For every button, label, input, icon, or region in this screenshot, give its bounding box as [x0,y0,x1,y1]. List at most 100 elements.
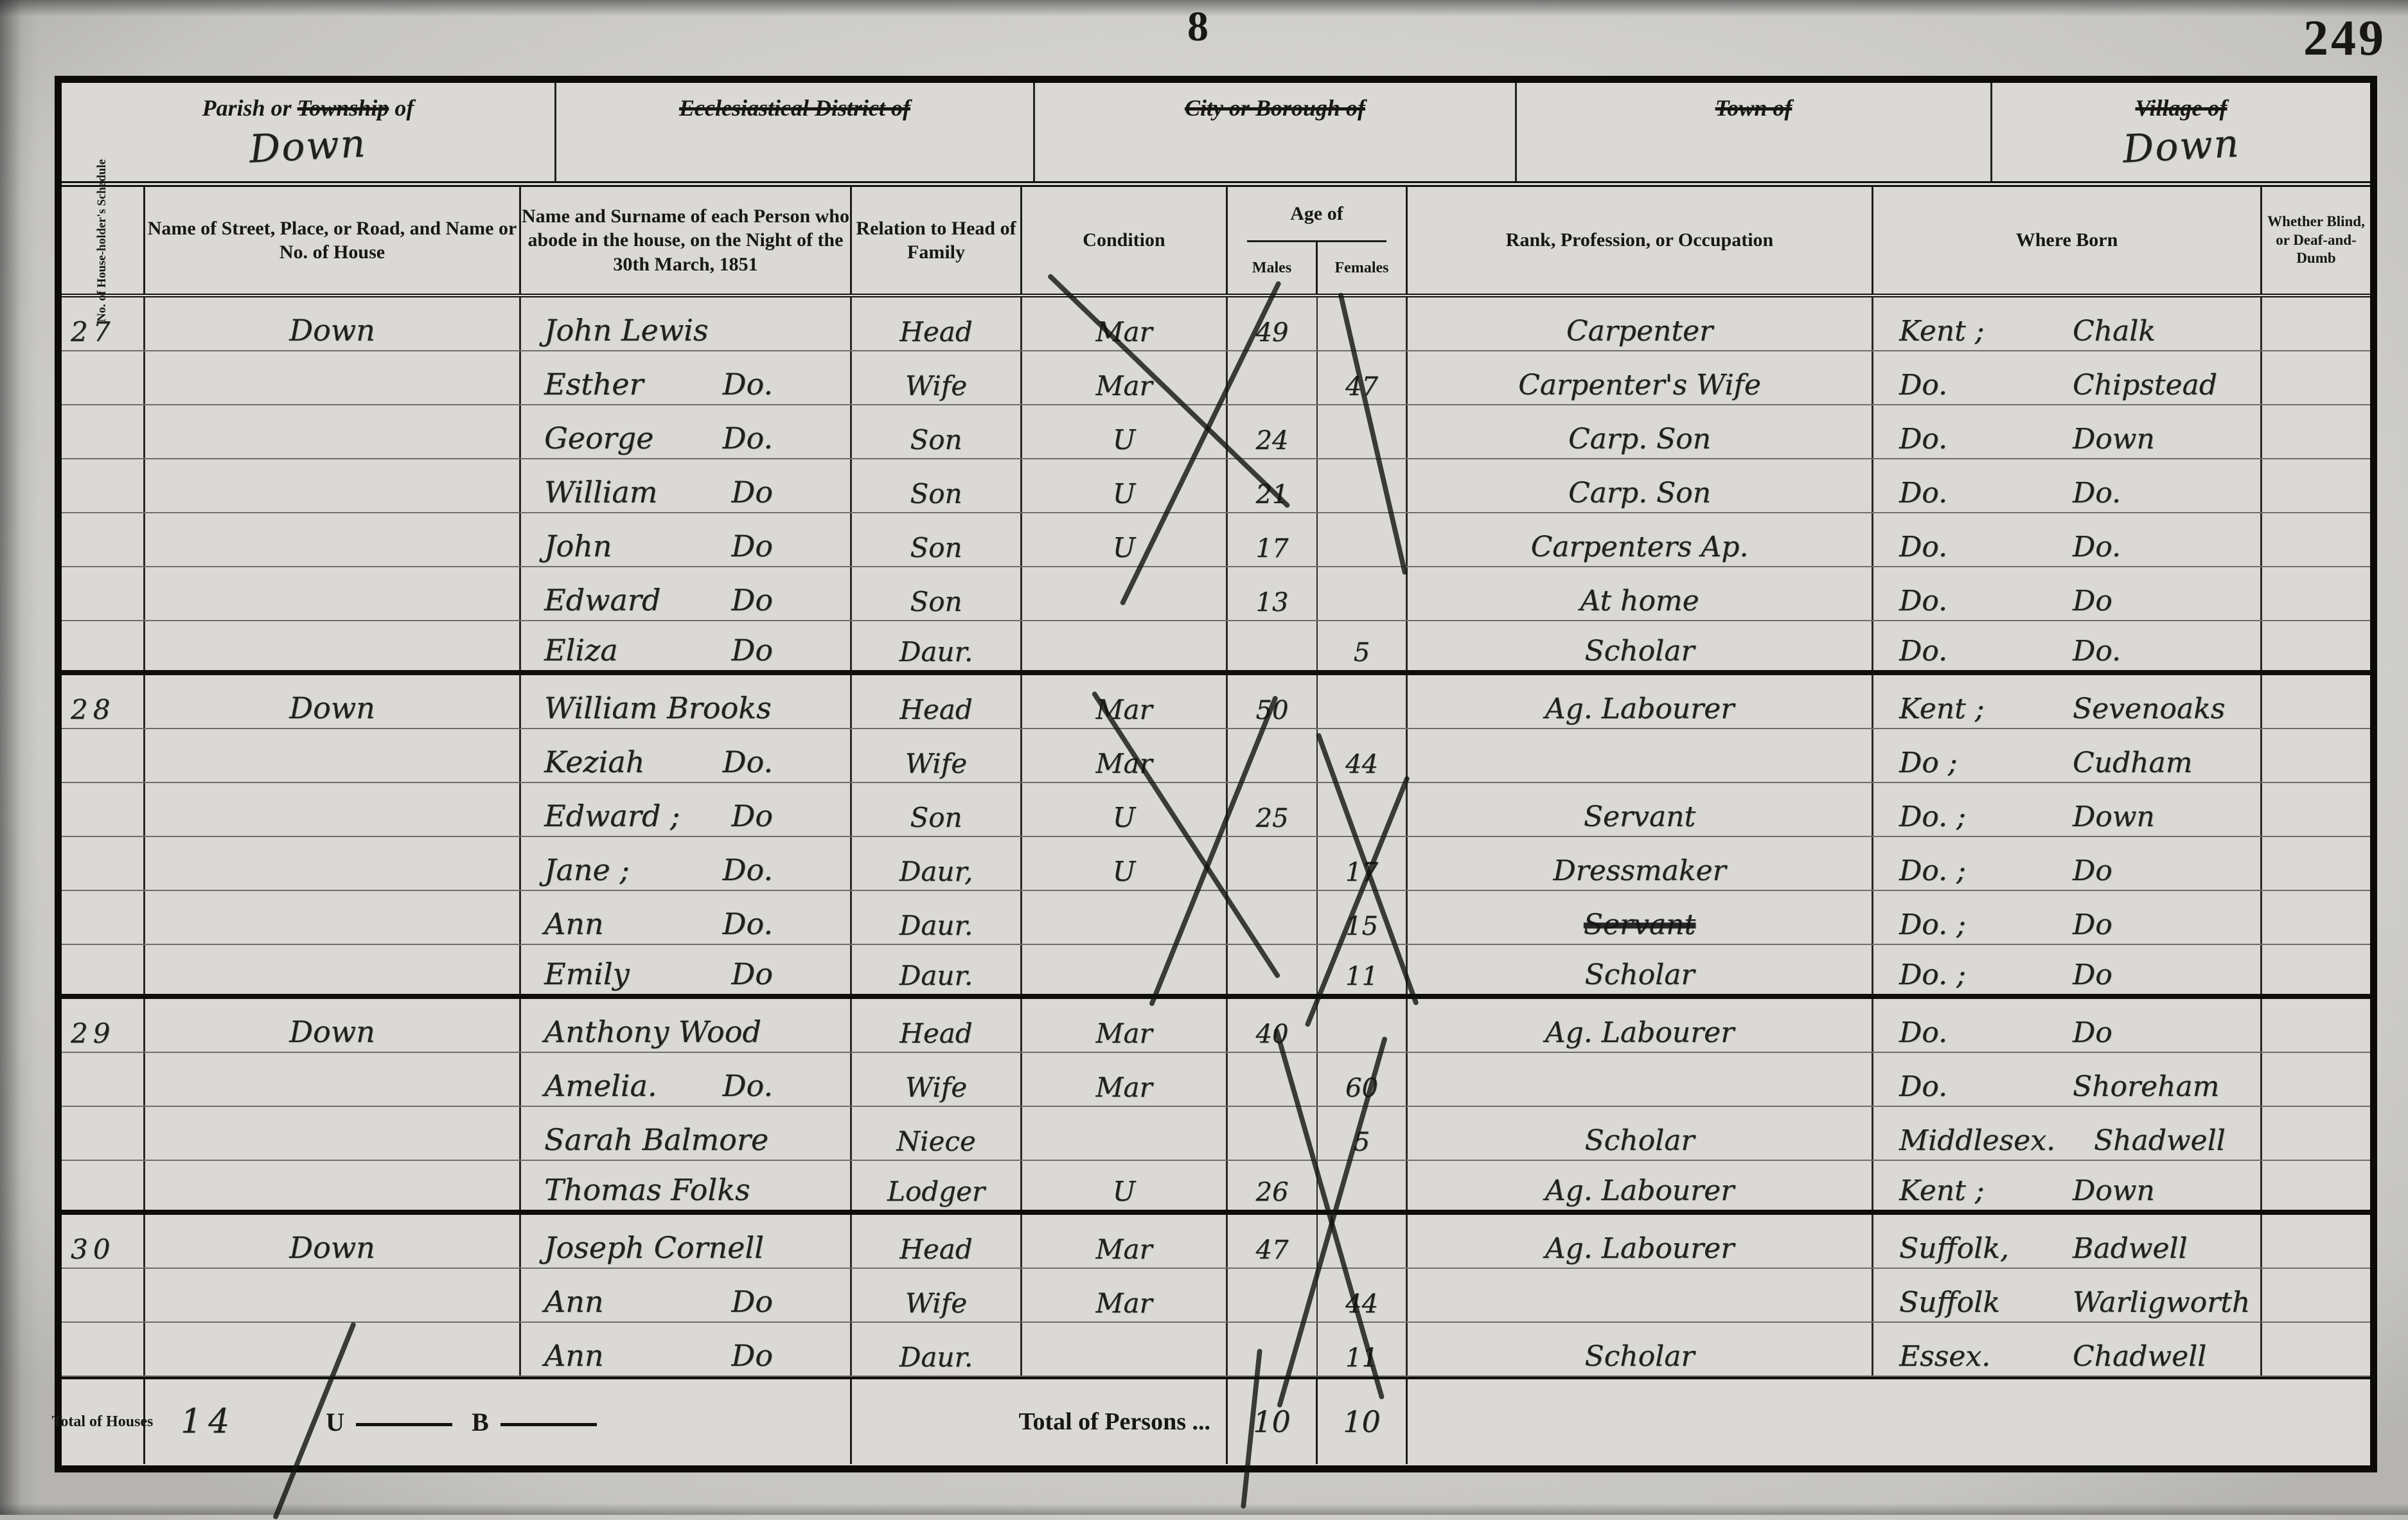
building-label: B [472,1407,489,1436]
cell-schedule-number [62,459,145,512]
born-place: Warligworth [2073,1286,2251,1319]
scan-edge-shadow-left [0,0,39,1515]
header-condition: Condition [1022,187,1228,294]
total-of-houses-values: 14 U B [145,1379,852,1464]
totals-blank-area [1408,1379,2370,1464]
cell-where-born: Suffolk Warligworth [1873,1269,2262,1321]
cell-where-born: Do ; Cudham [1873,729,2262,782]
born-place: Do. [2073,531,2121,563]
cell-blind-deaf [2262,1269,2370,1321]
cell-relation: Head [852,999,1022,1052]
cell-place [145,567,521,620]
cell-condition [1022,621,1228,670]
cell-occupation: Ag. Labourer [1408,675,1873,728]
cell-where-born: Do. Do [1873,999,2262,1052]
cell-occupation: Scholar [1408,1323,1873,1375]
cell-where-born: Do. Shoreham [1873,1053,2262,1106]
census-row: Jane ; Do. Daur, U 17 Dressmaker Do. ; Do [62,837,2370,891]
cell-condition: Mar [1022,1215,1228,1268]
total-houses-value: 14 [181,1402,236,1441]
cell-name: Joseph Cornell [521,1215,852,1268]
cell-place [145,513,521,566]
census-row: Edward ; Do Son U 25 Servant Do. ; Down [62,783,2370,837]
cell-place [145,405,521,458]
cell-relation: Daur. [852,621,1022,670]
cell-relation: Daur, [852,837,1022,890]
census-row: Ann Do. Daur. 15 Servant Do. ; Do [62,891,2370,945]
cell-schedule-number [62,513,145,566]
census-row: John Do Son U 17 Carpenters Ap. Do. Do. [62,513,2370,567]
cell-place [145,1161,521,1210]
cell-schedule-number [62,621,145,670]
cell-relation: Head [852,297,1022,350]
born-place: Do [2073,908,2112,941]
cell-age-male: 13 [1228,567,1318,620]
cell-occupation: Dressmaker [1408,837,1873,890]
cell-blind-deaf [2262,567,2370,620]
name-ditto: Do. [722,906,773,941]
cell-age-female [1318,1161,1408,1210]
cell-age-female: 5 [1318,1107,1408,1160]
designation-cell-3: Town of [1517,83,1992,181]
cell-condition: Mar [1022,1053,1228,1106]
uninhabited-label: U [326,1407,345,1436]
cell-age-male: 26 [1228,1161,1318,1210]
cell-occupation: Carp. Son [1408,405,1873,458]
cell-occupation: Ag. Labourer [1408,999,1873,1052]
cell-name: Ann Do [521,1269,852,1321]
cell-where-born: Do. Do. [1873,513,2262,566]
cell-age-male [1228,351,1318,404]
census-rows: 27 Down John Lewis Head Mar 49 Carpenter… [62,297,2370,1377]
cell-relation: Wife [852,1269,1022,1321]
cell-schedule-number [62,405,145,458]
name-given: Eliza [544,633,618,667]
cell-blind-deaf [2262,1215,2370,1268]
cell-blind-deaf [2262,675,2370,728]
cell-schedule-number [62,351,145,404]
name-given: William [544,475,658,509]
cell-place: Down [145,999,521,1052]
name-given: Keziah [544,745,645,779]
cell-name: William Do [521,459,852,512]
cell-place [145,1323,521,1375]
born-place: Badwell [2073,1232,2188,1265]
born-place: Down [2073,1174,2155,1207]
census-row: Emily Do Daur. 11 Scholar Do. ; Do [62,945,2370,999]
name-given: Amelia. [544,1068,657,1103]
cell-where-born: Kent ; Chalk [1873,297,2262,350]
designation-label: Town of [1715,95,1793,121]
name-ditto: Do. [722,421,773,455]
cell-schedule-number: 28 [62,675,145,728]
scan-edge-shadow-top [0,0,2408,17]
census-row: Keziah Do. Wife Mar 44 Do ; Cudham [62,729,2370,783]
born-county: Kent ; [1899,1174,1985,1207]
cell-name: Keziah Do. [521,729,852,782]
born-county: Suffolk [1899,1286,2000,1319]
cell-condition: U [1022,1161,1228,1210]
total-persons-males: 10 [1228,1379,1318,1464]
page-number: 8 [1187,3,1208,50]
cell-condition: Mar [1022,999,1228,1052]
born-place: Shadwell [2094,1124,2226,1157]
building-blank-line [500,1422,597,1426]
born-county: Essex. [1899,1340,1991,1373]
census-row: 28 Down William Brooks Head Mar 50 Ag. L… [62,675,2370,729]
cell-blind-deaf [2262,729,2370,782]
born-place: Chipstead [2073,369,2217,402]
cell-age-male: 25 [1228,783,1318,836]
born-place: Do. [2073,635,2121,667]
cell-age-male [1228,1323,1318,1375]
cell-place [145,783,521,836]
born-place: Do [2073,585,2112,617]
cell-age-male [1228,891,1318,944]
cell-where-born: Suffolk, Badwell [1873,1215,2262,1268]
header-schedule-number: No. of House-holder's Schedule [62,159,145,322]
cell-age-female [1318,297,1408,350]
cell-name: John Lewis [521,297,852,350]
born-place: Do [2073,854,2112,887]
name-ditto: Do. [722,1068,773,1103]
census-row: Sarah Balmore Niece 5 Scholar Middlesex.… [62,1107,2370,1161]
cell-blind-deaf [2262,1107,2370,1160]
area-designation-band: Parish or Township of Down Ecclesiastica… [62,83,2370,187]
cell-relation: Son [852,405,1022,458]
